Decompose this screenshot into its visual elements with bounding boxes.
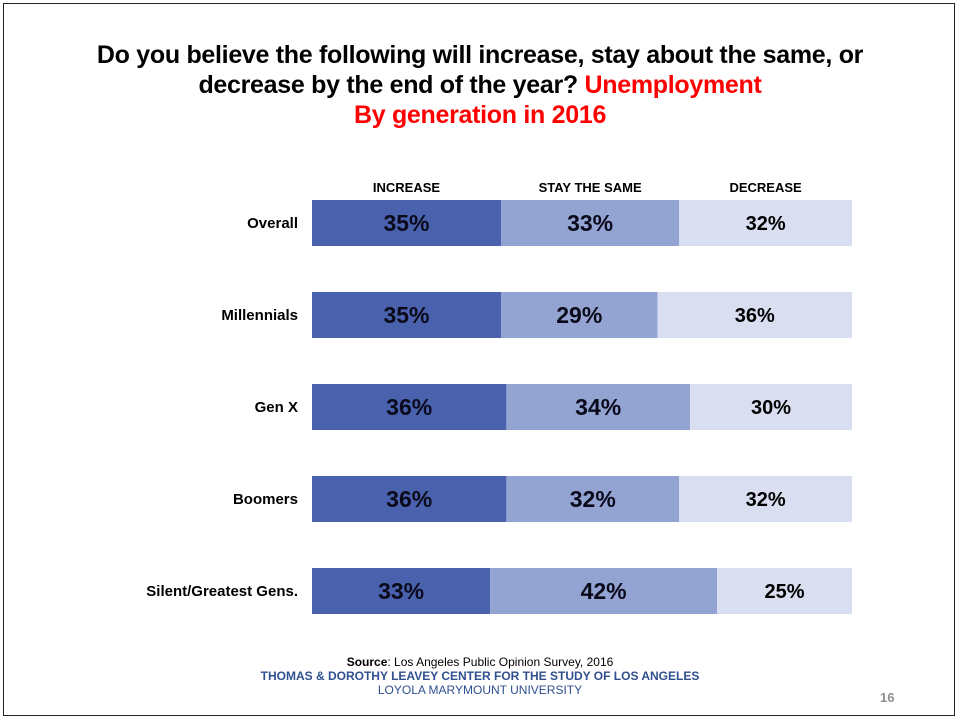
center-name: THOMAS & DOROTHY LEAVEY CENTER FOR THE S… [260,669,700,683]
university-name: LOYOLA MARYMOUNT UNIVERSITY [377,683,583,697]
title-line-1: Do you believe the following will increa… [96,41,864,69]
title-topic: Unemployment [584,71,762,99]
title-line-2: decrease by the end of the year? Unemplo… [40,70,920,100]
data-label: 32% [746,213,786,235]
data-label: 29% [556,302,602,328]
data-label: 36% [735,305,775,327]
data-label: 32% [746,489,786,511]
bar-segment-decrease [690,384,852,430]
source-text: : Los Angeles Public Opinion Survey, 201… [387,655,614,669]
category-label: Millennials [221,307,298,324]
data-label: 36% [386,486,432,512]
category-label: Silent/Greatest Gens. [146,583,298,600]
bar-segment-increase [312,384,507,430]
data-label: 25% [764,581,804,603]
slide-frame [3,3,955,716]
data-label: 35% [383,302,429,328]
bar-segment-stay [501,200,680,246]
data-label: 42% [581,578,627,604]
bar-segment-increase [312,476,507,522]
data-label: 34% [575,394,621,420]
bar-segment-decrease [717,568,852,614]
data-label: 36% [386,394,432,420]
page-number: 16 [880,690,895,705]
bar-segment-increase [312,200,501,246]
bar-segment-stay [490,568,717,614]
bar-segment-decrease [657,292,852,338]
data-label: 35% [383,210,429,236]
bar-segment-stay [506,384,690,430]
bar-segment-decrease [679,476,852,522]
category-label: Boomers [233,491,298,508]
column-header-decrease: DECREASE [729,180,802,195]
column-header-stay-the-same: STAY THE SAME [538,180,642,195]
category-label: Gen X [255,399,298,416]
source-line: Source: Los Angeles Public Opinion Surve… [0,655,960,669]
bar-segment-increase [312,292,501,338]
bar-segment-stay [506,476,680,522]
source-label: Source [346,655,388,669]
column-header-increase: INCREASE [372,180,441,195]
data-label: 33% [567,210,613,236]
data-label: 33% [378,578,424,604]
slide-title: Do you believe the following will increa… [40,40,920,130]
bar-segment-stay [501,292,658,338]
category-label: Overall [247,215,298,232]
title-subtitle: By generation in 2016 [353,101,607,129]
data-label: 32% [570,486,616,512]
bar-segment-increase [312,568,491,614]
data-label: 30% [751,397,791,419]
title-question-end: decrease by the end of the year? [198,71,578,99]
bar-segment-decrease [679,200,852,246]
